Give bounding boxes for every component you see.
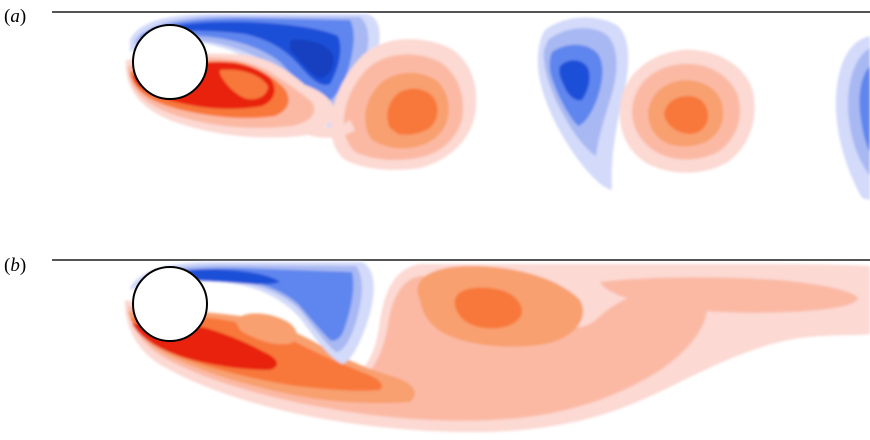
panel-a: (a) (4, 6, 870, 200)
panel-a-cylinder (132, 24, 208, 100)
panel-b-cylinder (132, 266, 208, 342)
panel-b-vorticity-contours (124, 262, 870, 433)
panel-a-positive-vortex-3 (619, 49, 755, 173)
panel-a-label: (a) (4, 6, 26, 27)
panel-b-label: (b) (4, 255, 26, 276)
panel-a-vorticity-contours (125, 14, 870, 200)
panel-a-shear-tail (300, 120, 355, 138)
panel-a-positive-vortex-2 (330, 39, 477, 170)
panel-b: (b) (4, 255, 870, 433)
panel-a-negative-vortex-3 (835, 36, 870, 200)
panel-a-negative-vortex-2 (537, 17, 629, 191)
